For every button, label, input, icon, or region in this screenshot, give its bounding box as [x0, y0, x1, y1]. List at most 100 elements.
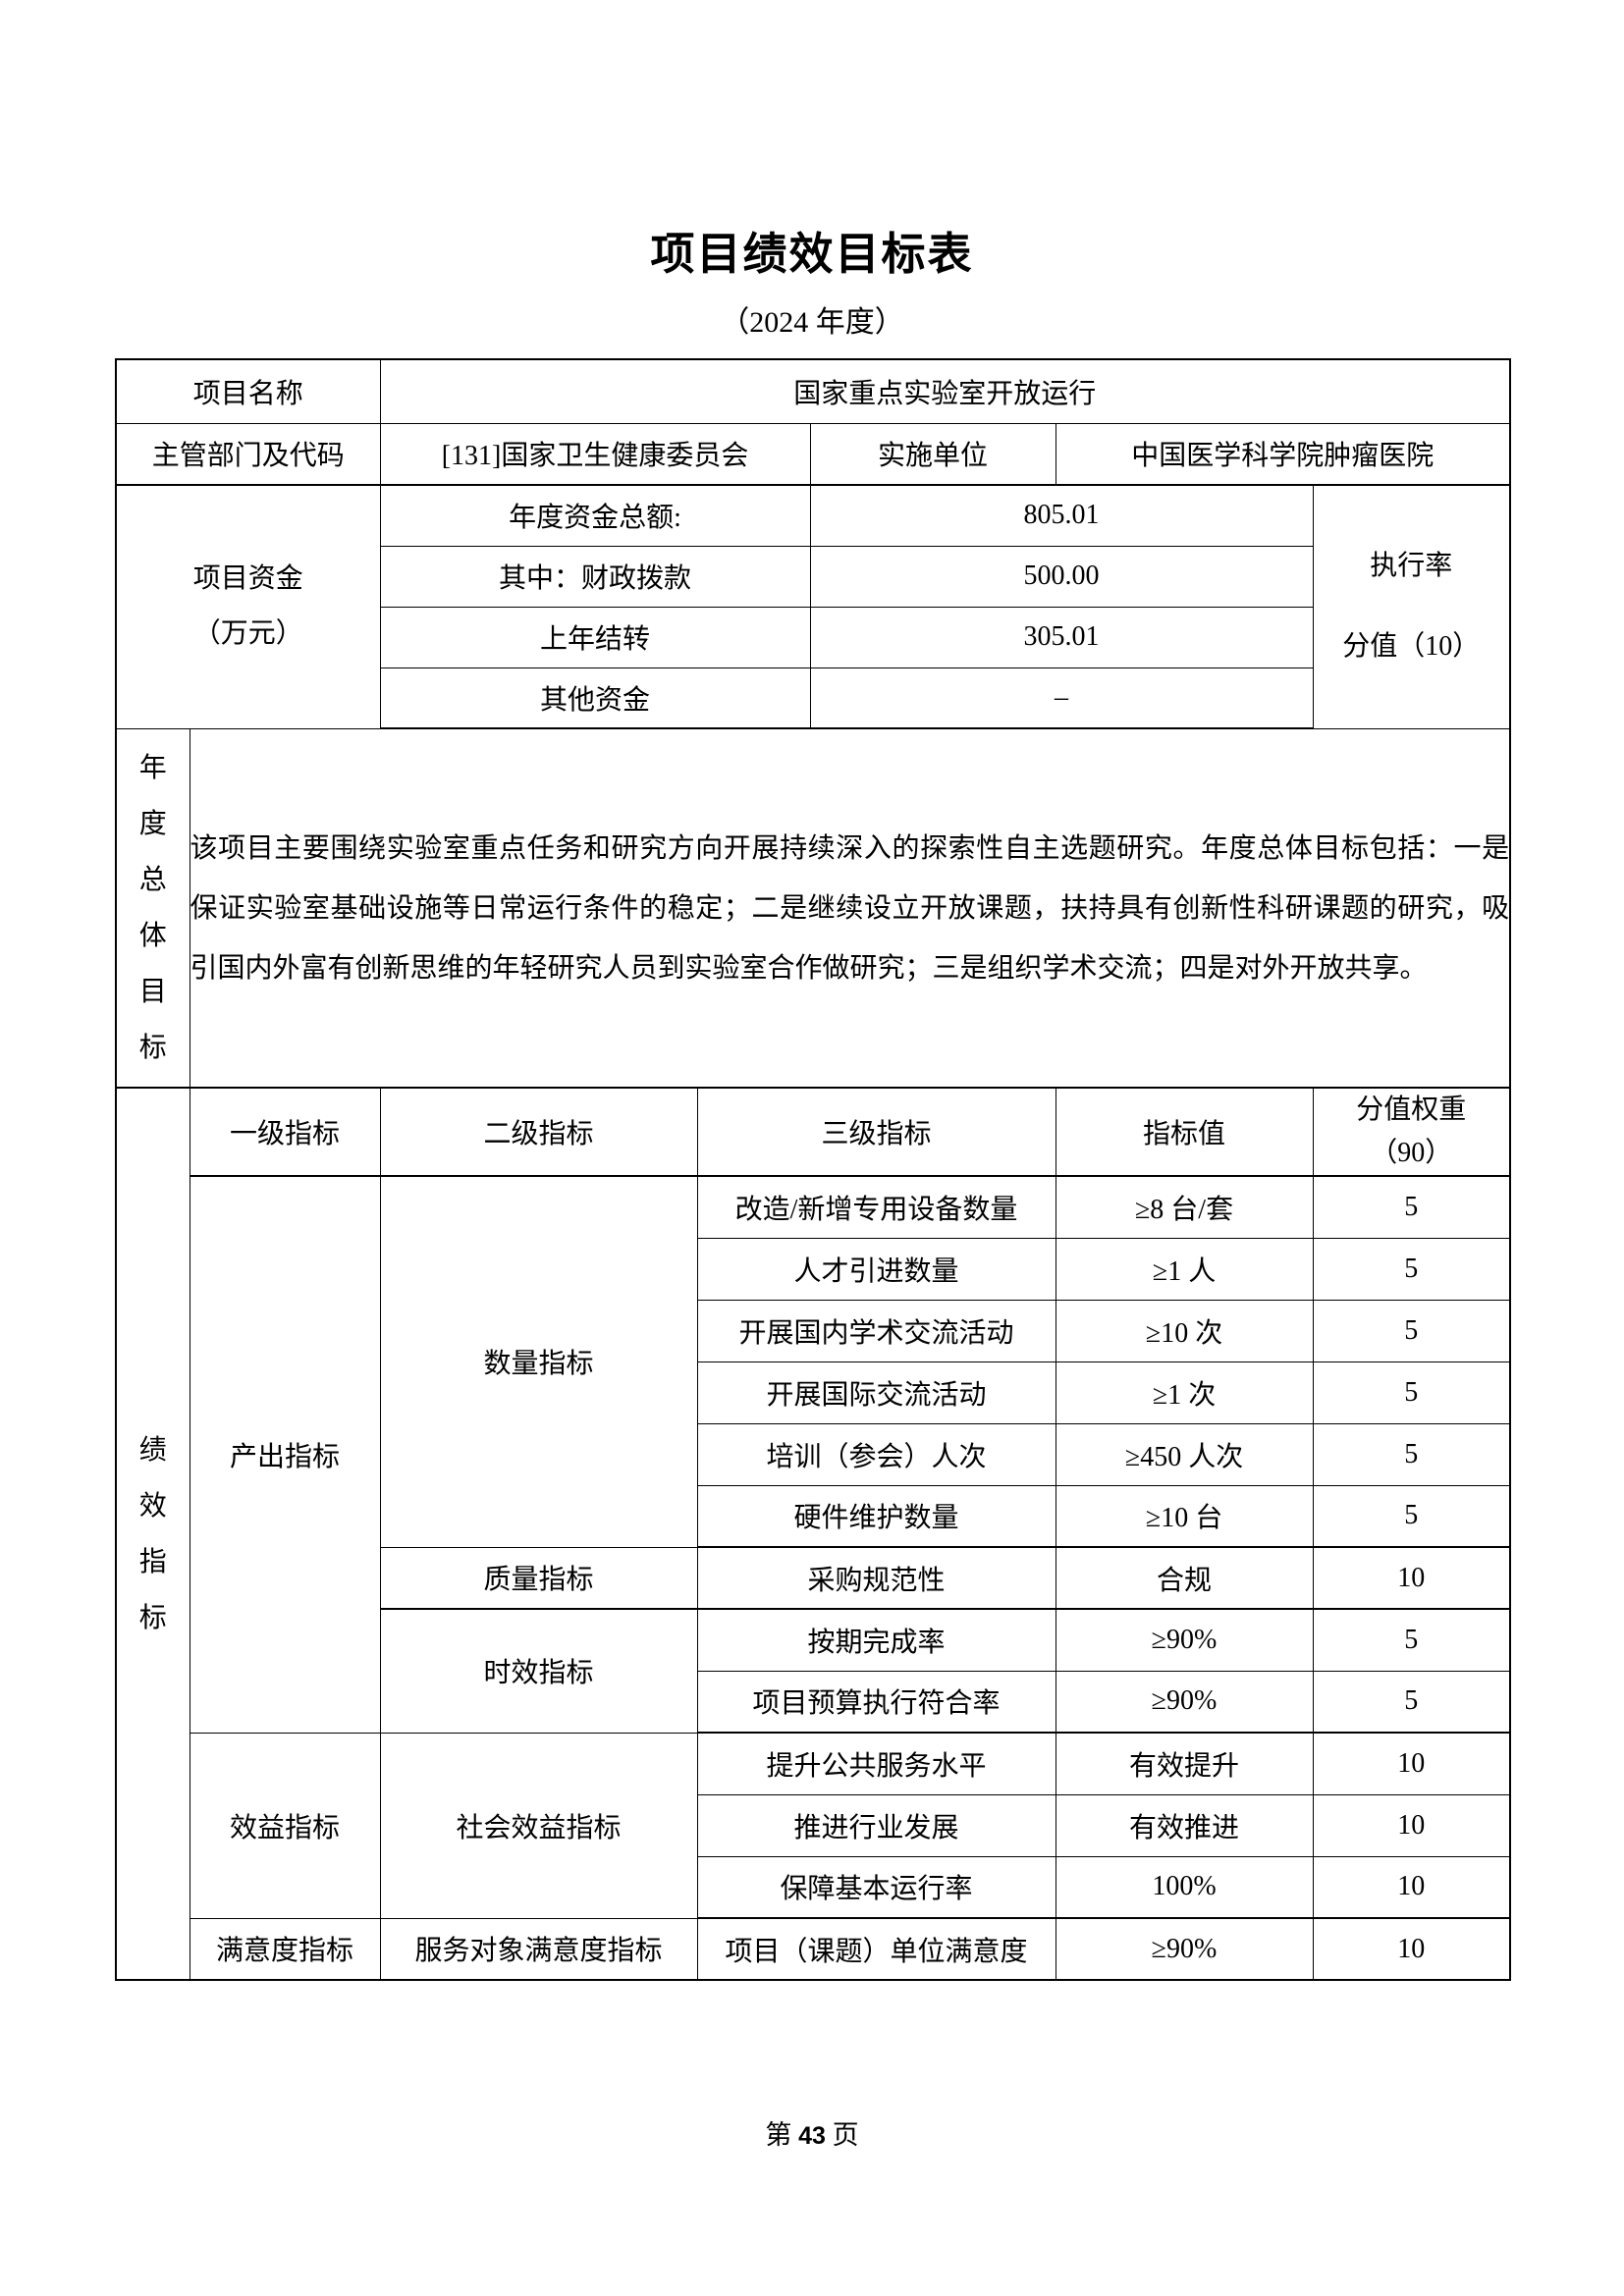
indicator-score: 5 — [1312, 1484, 1511, 1548]
page-number: 第 43 页 — [0, 2113, 1624, 2152]
performance-target-table: 项目名称 国家重点实验室开放运行 主管部门及代码 [131]国家卫生健康委员会 … — [115, 358, 1512, 1981]
indicator-value: ≥90% — [1055, 1670, 1314, 1734]
indicator-row: 培训（参会）人次 ≥450 人次 5 — [116, 1422, 1511, 1486]
table-row: 其他资金 – — [116, 667, 1510, 729]
indicator-row: 效益指标 社会效益指标 提升公共服务水平 有效提升 10 — [116, 1732, 1511, 1919]
header-weight-line1: 分值权重 — [1356, 1095, 1467, 1125]
project-name-label: 项目名称 — [115, 358, 381, 424]
page-title: 项目绩效目标表 — [650, 230, 974, 279]
annual-goal-text: 该项目主要围绕实验室重点任务和研究方向开展持续深入的探索性自主选题研究。年度总体… — [189, 832, 1510, 984]
impl-value: 中国医学科学院肿瘤医院 — [1055, 422, 1511, 486]
indicator-row: 开展国内学术交流活动 ≥10 次 5 — [116, 1299, 1511, 1362]
indicator-value: 合规 — [1055, 1546, 1314, 1610]
level2-quantity: 数量指标 — [379, 1175, 698, 1548]
indicator-value: ≥450 人次 — [1055, 1422, 1314, 1486]
indicator-score: 5 — [1312, 1299, 1511, 1362]
indicator-value: ≥1 人 — [1055, 1237, 1314, 1301]
header-weight: 分值权重 （90） — [1312, 1087, 1511, 1177]
level3-name: 培训（参会）人次 — [696, 1422, 1056, 1486]
project-name-value: 国家重点实验室开放运行 — [379, 358, 1511, 424]
indicator-score: 10 — [1312, 1546, 1511, 1610]
page-number-prefix: 第 — [765, 2120, 792, 2150]
funding-row-value: 805.01 — [809, 484, 1314, 547]
level2-service-satisfaction: 服务对象满意度指标 — [379, 1917, 698, 1981]
dept-value: [131]国家卫生健康委员会 — [379, 422, 811, 486]
level3-name: 硬件维护数量 — [696, 1484, 1056, 1548]
indicator-row: 人才引进数量 ≥1 人 5 — [116, 1237, 1511, 1301]
funding-row-label: 其中：财政拨款 — [379, 545, 811, 608]
header-value: 指标值 — [1055, 1087, 1314, 1177]
indicator-value: 有效推进 — [1055, 1793, 1314, 1857]
funding-label-line1: 项目资金 — [192, 563, 303, 595]
level3-name: 人才引进数量 — [696, 1237, 1056, 1301]
header-level3: 三级指标 — [696, 1087, 1056, 1177]
funding-label: 项目资金 （万元） — [115, 484, 381, 729]
level3-name: 按期完成率 — [696, 1608, 1056, 1672]
level3-name: 项目（课题）单位满意度 — [696, 1917, 1056, 1981]
indicator-score: 5 — [1312, 1175, 1511, 1239]
indicator-score: 10 — [1312, 1732, 1511, 1795]
indicator-row: 推进行业发展 有效推进 10 — [116, 1793, 1511, 1857]
level1-benefit: 效益指标 — [189, 1732, 381, 1919]
indicator-score: 5 — [1312, 1670, 1511, 1734]
level2-social-benefit: 社会效益指标 — [379, 1732, 698, 1919]
level3-name: 改造/新增专用设备数量 — [696, 1175, 1056, 1239]
table-row: 项目名称 国家重点实验室开放运行 — [115, 358, 1511, 424]
indicator-value: ≥10 次 — [1055, 1299, 1314, 1362]
execution-rate-label: 执行率 分值（10） — [1312, 484, 1511, 729]
indicators-side-label: 绩效指标 — [115, 1087, 190, 1981]
page-subtitle: （2024 年度） — [720, 306, 904, 339]
indicator-row: 项目预算执行符合率 ≥90% 5 — [116, 1670, 1511, 1734]
level2-quality: 质量指标 — [379, 1546, 698, 1610]
funding-row-label: 上年结转 — [379, 606, 811, 668]
execution-rate-line1: 执行率 — [1370, 551, 1453, 582]
level3-name: 保障基本运行率 — [696, 1855, 1056, 1919]
level3-name: 开展国际交流活动 — [696, 1361, 1056, 1424]
indicator-row: 硬件维护数量 ≥10 台 5 — [116, 1484, 1511, 1548]
header-level2: 二级指标 — [379, 1087, 698, 1177]
annual-goal-text-cell: 该项目主要围绕实验室重点任务和研究方向开展持续深入的探索性自主选题研究。年度总体… — [189, 727, 1511, 1089]
indicator-row: 保障基本运行率 100% 10 — [116, 1855, 1511, 1919]
dept-label: 主管部门及代码 — [115, 422, 381, 486]
level3-name: 项目预算执行符合率 — [696, 1670, 1056, 1734]
indicator-row: 开展国际交流活动 ≥1 次 5 — [116, 1361, 1511, 1424]
funding-row-value: 500.00 — [809, 545, 1314, 608]
indicator-score: 5 — [1312, 1608, 1511, 1672]
funding-row-value: – — [809, 667, 1314, 729]
indicator-row: 质量指标 采购规范性 合规 10 — [116, 1546, 1511, 1610]
page-number-suffix: 页 — [832, 2120, 859, 2150]
indicator-row: 时效指标 按期完成率 ≥90% 5 — [116, 1608, 1511, 1734]
indicator-value: ≥1 次 — [1055, 1361, 1314, 1424]
level3-name: 推进行业发展 — [696, 1793, 1056, 1857]
table-row: 年度总体目标 该项目主要围绕实验室重点任务和研究方向开展持续深入的探索性自主选题… — [115, 727, 1511, 1089]
indicator-score: 10 — [1312, 1855, 1511, 1919]
funding-label-line2: （万元） — [192, 618, 303, 650]
indicator-value: 有效提升 — [1055, 1732, 1314, 1795]
level1-satisfaction: 满意度指标 — [189, 1917, 381, 1981]
level3-name: 采购规范性 — [696, 1546, 1056, 1610]
indicator-value: ≥8 台/套 — [1055, 1175, 1314, 1239]
level3-name: 开展国内学术交流活动 — [696, 1299, 1056, 1362]
indicator-value: 100% — [1055, 1855, 1314, 1919]
indicator-score: 5 — [1312, 1422, 1511, 1486]
funding-row-value: 305.01 — [809, 606, 1314, 668]
indicator-score: 10 — [1312, 1917, 1511, 1981]
level2-timeliness: 时效指标 — [379, 1608, 698, 1734]
indicator-row: 产出指标 数量指标 改造/新增专用设备数量 ≥8 台/套 5 — [116, 1175, 1511, 1734]
funding-row-label: 年度资金总额: — [379, 484, 811, 547]
table-row: 项目资金 （万元） 年度资金总额: 805.01 执行率 分值（10） — [115, 484, 1511, 729]
header-weight-line2: （90） — [1370, 1138, 1453, 1168]
indicator-value: ≥90% — [1055, 1608, 1314, 1672]
indicator-row: 满意度指标 服务对象满意度指标 项目（课题）单位满意度 ≥90% 10 — [116, 1917, 1511, 1981]
table-row: 主管部门及代码 [131]国家卫生健康委员会 实施单位 中国医学科学院肿瘤医院 — [115, 422, 1511, 486]
header-level1: 一级指标 — [189, 1087, 381, 1177]
impl-label: 实施单位 — [809, 422, 1056, 486]
indicator-value: ≥90% — [1055, 1917, 1314, 1981]
indicator-score: 5 — [1312, 1237, 1511, 1301]
indicator-score: 5 — [1312, 1361, 1511, 1424]
indicator-header-row: 绩效指标 一级指标 二级指标 三级指标 指标值 分值权重 （90） — [115, 1087, 1511, 1981]
execution-rate-line2: 分值（10） — [1342, 631, 1481, 663]
table-row: 其中：财政拨款 500.00 — [116, 545, 1510, 608]
funding-row-label: 其他资金 — [379, 667, 811, 729]
